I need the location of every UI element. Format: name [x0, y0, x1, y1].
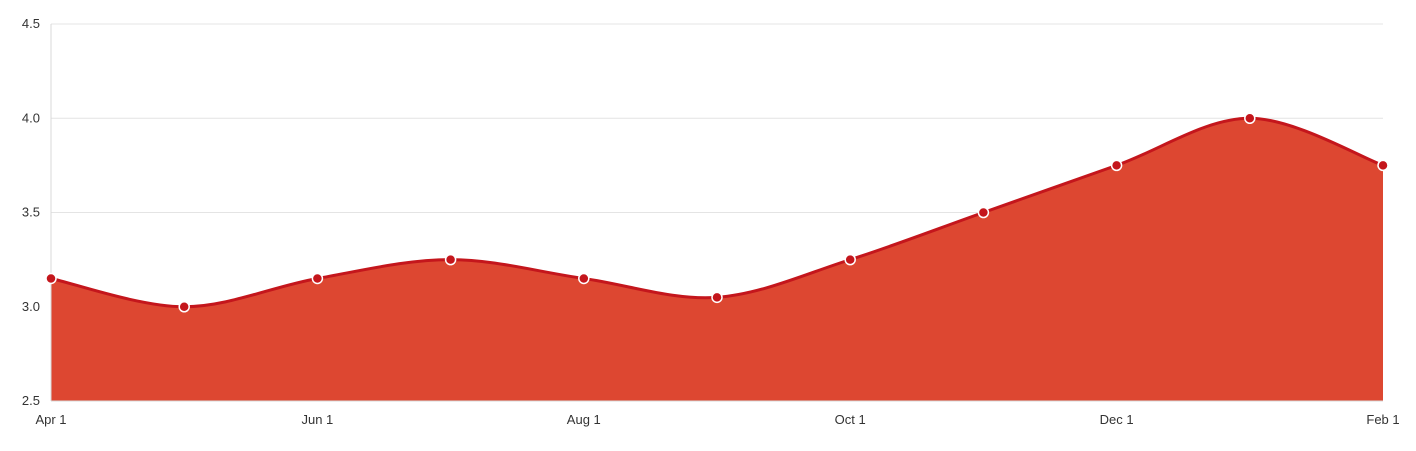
- data-point: [1377, 159, 1389, 172]
- y-tick-label: 3.0: [22, 299, 40, 314]
- area-fill: [51, 118, 1383, 401]
- area-series: [50, 116, 1384, 401]
- data-point: [977, 206, 990, 219]
- data-point: [844, 253, 856, 266]
- data-point: [1244, 112, 1256, 124]
- x-tick-labels: Apr 1 Jun 1 Aug 1 Oct 1 Dec 1 Feb 1: [35, 412, 1399, 427]
- data-points: [45, 112, 1389, 313]
- axes: [50, 24, 1383, 402]
- x-tick-label: Feb 1: [1366, 412, 1399, 427]
- x-tick-label: Aug 1: [567, 412, 601, 427]
- data-point: [444, 253, 457, 266]
- data-point: [45, 272, 57, 285]
- y-tick-label: 3.5: [22, 205, 40, 220]
- y-tick-label: 4.0: [22, 110, 40, 125]
- data-point: [578, 272, 590, 285]
- y-tick-label: 4.5: [22, 16, 40, 31]
- y-tick-label: 2.5: [22, 393, 40, 408]
- x-tick-label: Apr 1: [35, 412, 66, 427]
- data-point: [178, 301, 190, 313]
- x-tick-label: Jun 1: [301, 412, 333, 427]
- x-tick-label: Oct 1: [835, 412, 866, 427]
- x-tick-label: Dec 1: [1100, 412, 1134, 427]
- y-tick-labels: 2.5 3.0 3.5 4.0 4.5: [22, 16, 40, 408]
- data-point: [711, 291, 723, 304]
- data-point: [311, 272, 324, 285]
- data-point: [1110, 159, 1123, 172]
